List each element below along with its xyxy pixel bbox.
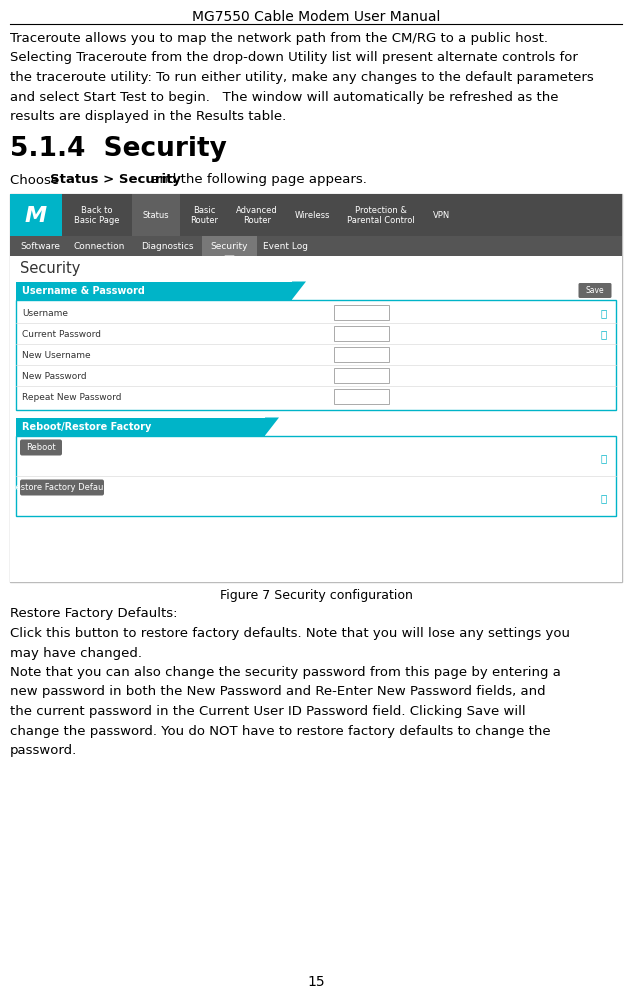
Bar: [10, 193, 622, 235]
Text: Diagnostics: Diagnostics: [141, 242, 193, 251]
Bar: [14, 235, 66, 256]
Bar: [258, 235, 313, 256]
Text: results are displayed in the Results table.: results are displayed in the Results tab…: [10, 110, 286, 123]
Bar: [334, 325, 389, 341]
Bar: [334, 389, 389, 405]
Bar: [423, 193, 461, 235]
Text: Traceroute allows you to map the network path from the CM/RG to a public host.: Traceroute allows you to map the network…: [10, 32, 548, 45]
Text: change the password. You do NOT have to restore factory defaults to change the: change the password. You do NOT have to …: [10, 724, 550, 737]
Text: 5.1.4  Security: 5.1.4 Security: [10, 136, 227, 162]
Bar: [334, 305, 389, 319]
Text: and select Start Test to begin.   The window will automatically be refreshed as : and select Start Test to begin. The wind…: [10, 90, 559, 103]
Text: the traceroute utility: To run either utility, make any changes to the default p: the traceroute utility: To run either ut…: [10, 71, 593, 84]
Bar: [10, 193, 62, 235]
Text: Reboot/Restore Factory: Reboot/Restore Factory: [22, 423, 152, 433]
Bar: [286, 193, 338, 235]
Text: ⓘ: ⓘ: [601, 493, 607, 504]
Text: Security: Security: [20, 262, 80, 277]
Text: password.: password.: [10, 744, 77, 757]
Bar: [202, 235, 257, 256]
Text: and the following page appears.: and the following page appears.: [147, 174, 367, 186]
Text: New Username: New Username: [22, 351, 90, 360]
Bar: [10, 235, 622, 256]
Bar: [16, 300, 616, 410]
Text: MG7550 Cable Modem User Manual: MG7550 Cable Modem User Manual: [192, 10, 440, 24]
Bar: [62, 193, 132, 235]
Bar: [10, 256, 622, 581]
Text: Protection &
Parental Control: Protection & Parental Control: [346, 205, 415, 225]
Text: Event Log: Event Log: [263, 242, 308, 251]
Bar: [10, 193, 622, 581]
Bar: [16, 282, 292, 300]
FancyBboxPatch shape: [578, 283, 612, 298]
FancyBboxPatch shape: [20, 439, 62, 455]
Text: Back to
Basic Page: Back to Basic Page: [74, 205, 119, 225]
Text: Connection: Connection: [74, 242, 125, 251]
Text: ⓘ: ⓘ: [601, 453, 607, 463]
Bar: [334, 347, 389, 362]
Text: may have changed.: may have changed.: [10, 647, 142, 660]
Text: Save: Save: [586, 286, 604, 295]
Bar: [334, 368, 389, 383]
Polygon shape: [265, 418, 279, 435]
Text: Reboot: Reboot: [26, 443, 56, 452]
Text: VPN: VPN: [434, 211, 451, 220]
Text: the current password in the Current User ID Password field. Clicking Save will: the current password in the Current User…: [10, 705, 526, 718]
Polygon shape: [224, 256, 234, 262]
Bar: [132, 193, 180, 235]
Text: new password in both the New Password and Re-Enter New Password fields, and: new password in both the New Password an…: [10, 685, 545, 698]
Text: Note that you can also change the security password from this page by entering a: Note that you can also change the securi…: [10, 666, 561, 679]
Bar: [133, 235, 201, 256]
Text: New Password: New Password: [22, 372, 87, 381]
FancyBboxPatch shape: [20, 479, 104, 495]
Text: Username & Password: Username & Password: [22, 287, 145, 297]
Text: Figure 7 Security configuration: Figure 7 Security configuration: [219, 589, 413, 602]
Text: Click this button to restore factory defaults. Note that you will lose any setti: Click this button to restore factory def…: [10, 627, 570, 640]
Text: Current Password: Current Password: [22, 329, 101, 339]
Text: ⓘ: ⓘ: [601, 329, 607, 339]
Text: ⓘ: ⓘ: [601, 309, 607, 318]
Text: Username: Username: [22, 309, 68, 317]
Bar: [180, 193, 228, 235]
Text: Choose: Choose: [10, 174, 63, 186]
Polygon shape: [292, 282, 306, 300]
Text: 15: 15: [307, 975, 325, 989]
Text: Restore Factory Defaults:: Restore Factory Defaults:: [10, 607, 178, 621]
Bar: [338, 193, 423, 235]
Bar: [228, 193, 286, 235]
Text: Software: Software: [20, 242, 60, 251]
Bar: [16, 435, 616, 516]
Text: Advanced
Router: Advanced Router: [236, 205, 278, 225]
Text: Wireless: Wireless: [295, 211, 330, 220]
Text: Restore Factory Defaults: Restore Factory Defaults: [10, 483, 114, 492]
Text: Security: Security: [210, 242, 248, 251]
Bar: [67, 235, 132, 256]
Text: Selecting Traceroute from the drop-down Utility list will present alternate cont: Selecting Traceroute from the drop-down …: [10, 52, 578, 64]
Text: Status: Status: [143, 211, 169, 220]
Bar: [16, 418, 265, 435]
Text: Basic
Router: Basic Router: [190, 205, 218, 225]
Text: Repeat New Password: Repeat New Password: [22, 394, 121, 403]
Text: Status > Security: Status > Security: [50, 174, 181, 186]
Text: M: M: [25, 205, 47, 225]
